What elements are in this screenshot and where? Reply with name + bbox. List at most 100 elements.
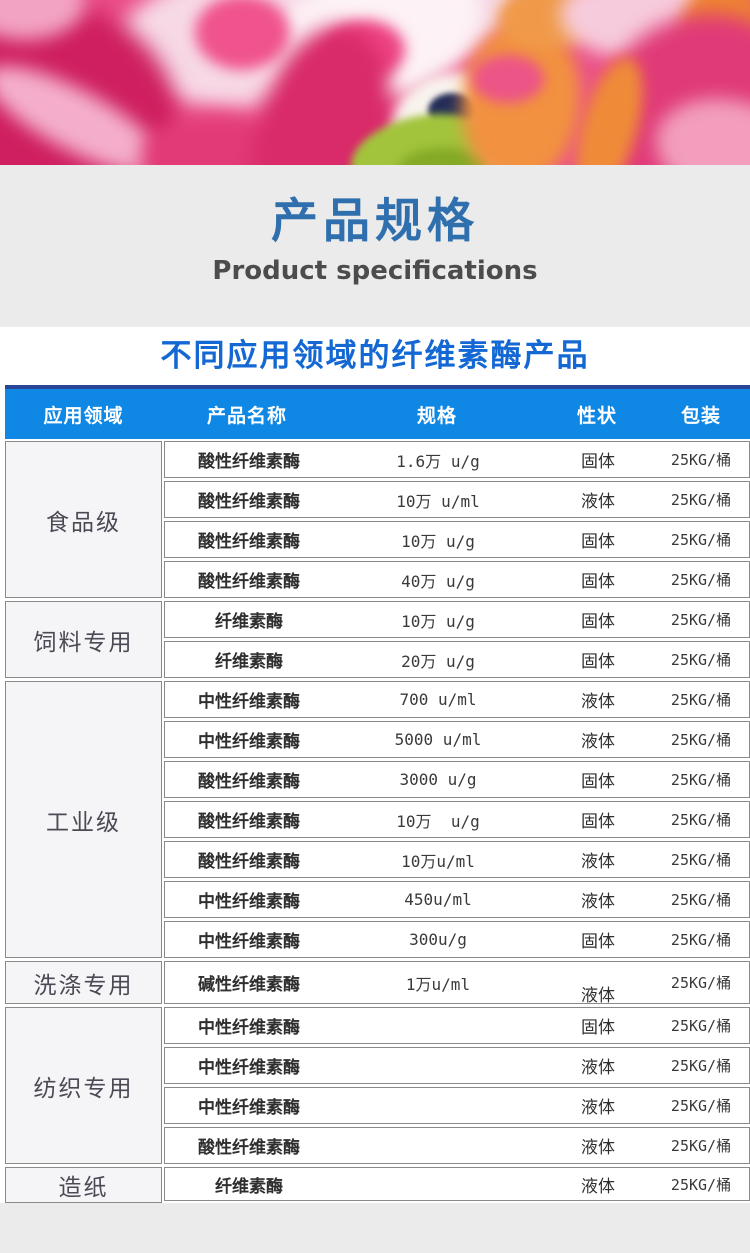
- product-name-cell: 酸性纤维素酶: [198, 532, 300, 553]
- fabric-fold-shape: [195, 0, 290, 70]
- product-name-cell: 酸性纤维素酶: [198, 572, 300, 593]
- spec-card: 不同应用领域的纤维素酶产品 应用领域 产品名称 规格 性状 包装 食品级 酸性纤…: [0, 327, 750, 1204]
- spec-cell: 5000 u/ml: [394, 730, 482, 750]
- table-body: 食品级 酸性纤维素酶 1.6万 u/g 固体 25KG/桶 酸性纤维素酶 10万…: [5, 439, 750, 1204]
- fabric-fold-shape: [398, 148, 493, 165]
- product-name-cell: 酸性纤维素酶: [198, 452, 300, 473]
- group-section-paper: 造纸 纤维素酶 液体 25KG/桶: [5, 1167, 750, 1204]
- product-name-cell: 中性纤维素酶: [198, 1058, 300, 1079]
- pack-cell: 25KG/桶: [670, 611, 732, 630]
- form-cell: 液体: [581, 1138, 615, 1159]
- header-cell-application: 应用领域: [43, 404, 124, 427]
- page-subtitle: Product specifications: [212, 256, 538, 287]
- group-label: 纺织专用: [5, 1007, 162, 1165]
- spec-cell: 1万u/ml: [405, 974, 471, 994]
- product-name-cell: 中性纤维素酶: [198, 932, 300, 953]
- product-name-cell: 中性纤维素酶: [198, 1098, 300, 1119]
- table-row: 中性纤维素酶 450u/ml 液体 25KG/桶: [164, 881, 750, 919]
- spec-cell: 10万 u/ml: [396, 491, 480, 511]
- pack-cell: 25KG/桶: [670, 1017, 732, 1036]
- group-label: 饲料专用: [5, 601, 162, 679]
- pack-cell: 25KG/桶: [670, 1097, 732, 1116]
- spec-cell: 450u/ml: [404, 890, 472, 910]
- product-name-cell: 碱性纤维素酶: [198, 975, 300, 996]
- table-row: 酸性纤维素酶 3000 u/g 固体 25KG/桶: [164, 761, 750, 799]
- table-row: 纤维素酶 20万 u/g 固体 25KG/桶: [164, 641, 750, 679]
- form-cell: 液体: [581, 1058, 615, 1079]
- pack-cell: 25KG/桶: [670, 1175, 732, 1194]
- pack-cell: 25KG/桶: [670, 1057, 732, 1076]
- table-row: 中性纤维素酶 5000 u/ml 液体 25KG/桶: [164, 721, 750, 759]
- form-cell: 固体: [581, 772, 615, 793]
- form-cell: 固体: [581, 532, 615, 553]
- pack-cell: 25KG/桶: [670, 891, 732, 910]
- form-cell: 液体: [581, 892, 615, 913]
- table-row: 酸性纤维素酶 10万 u/g 固体 25KG/桶: [164, 521, 750, 559]
- spec-cell: 1.6万 u/g: [396, 451, 480, 471]
- table-row: 酸性纤维素酶 40万 u/g 固体 25KG/桶: [164, 561, 750, 599]
- page-title: 产品规格: [271, 194, 479, 249]
- form-cell: 固体: [581, 572, 615, 593]
- product-name-cell: 中性纤维素酶: [198, 692, 300, 713]
- table-row: 中性纤维素酶 固体 25KG/桶: [164, 1007, 750, 1045]
- spec-cell: 300u/g: [409, 930, 467, 950]
- table-row: 酸性纤维素酶 10万u/ml 液体 25KG/桶: [164, 841, 750, 879]
- form-cell: 液体: [581, 492, 615, 513]
- form-cell: 固体: [581, 812, 615, 833]
- table-row: 酸性纤维素酶 10万 u/g 固体 25KG/桶: [164, 801, 750, 839]
- product-name-cell: 纤维素酶: [215, 652, 283, 673]
- pack-cell: 25KG/桶: [670, 531, 732, 550]
- group-label: 造纸: [5, 1167, 162, 1204]
- form-cell: 液体: [581, 1098, 615, 1119]
- spec-cell: 20万 u/g: [401, 651, 475, 671]
- pack-cell: 25KG/桶: [670, 851, 732, 870]
- spec-cell: 3000 u/g: [399, 770, 477, 790]
- table-row: 中性纤维素酶 700 u/ml 液体 25KG/桶: [164, 681, 750, 719]
- pack-cell: 25KG/桶: [670, 491, 732, 510]
- group-label: 工业级: [5, 681, 162, 959]
- table-row: 中性纤维素酶 液体 25KG/桶: [164, 1047, 750, 1085]
- form-cell: 固体: [581, 1018, 615, 1039]
- pack-cell: 25KG/桶: [670, 731, 732, 750]
- header-cell-pack: 包装: [680, 404, 721, 427]
- spec-cell: 10万u/ml: [401, 851, 475, 871]
- table-row: 中性纤维素酶 300u/g 固体 25KG/桶: [164, 921, 750, 959]
- product-name-cell: 中性纤维素酶: [198, 732, 300, 753]
- pack-cell: 25KG/桶: [670, 931, 732, 950]
- product-name-cell: 纤维素酶: [215, 612, 283, 633]
- table-row: 碱性纤维素酶 1万u/ml 液体 25KG/桶: [164, 961, 750, 1006]
- header-cell-form: 性状: [576, 404, 617, 427]
- group-section-textile: 纺织专用 中性纤维素酶 固体 25KG/桶 中性纤维素酶 液体 25KG/桶 中…: [5, 1007, 750, 1165]
- group-section-washing: 洗涤专用 碱性纤维素酶 1万u/ml 液体 25KG/桶: [5, 961, 750, 1006]
- form-cell: 固体: [581, 652, 615, 673]
- spec-cell: 10万 u/g: [401, 611, 475, 631]
- pack-cell: 25KG/桶: [670, 1137, 732, 1156]
- table-row: 纤维素酶 10万 u/g 固体 25KG/桶: [164, 601, 750, 639]
- form-cell: 固体: [581, 612, 615, 633]
- table-row: 中性纤维素酶 液体 25KG/桶: [164, 1087, 750, 1125]
- title-block: 产品规格 Product specifications: [0, 165, 750, 327]
- product-name-cell: 中性纤维素酶: [198, 892, 300, 913]
- pack-cell: 25KG/桶: [670, 451, 732, 470]
- pack-cell: 25KG/桶: [670, 651, 732, 670]
- form-cell: 液体: [581, 852, 615, 873]
- form-cell: 液体: [581, 732, 615, 753]
- spec-cell: 10万 u/g: [396, 811, 480, 831]
- table-header-row: 应用领域 产品名称 规格 性状 包装: [5, 385, 750, 440]
- product-name-cell: 酸性纤维素酶: [198, 852, 300, 873]
- group-label: 食品级: [5, 441, 162, 599]
- group-label: 洗涤专用: [5, 961, 162, 1005]
- fabric-fold-shape: [472, 55, 544, 103]
- form-cell: 固体: [581, 452, 615, 473]
- form-cell: 液体: [581, 1176, 615, 1197]
- product-name-cell: 纤维素酶: [215, 1176, 283, 1197]
- table-row: 酸性纤维素酶 10万 u/ml 液体 25KG/桶: [164, 481, 750, 519]
- product-name-cell: 酸性纤维素酶: [198, 812, 300, 833]
- header-cell-spec: 规格: [416, 404, 457, 427]
- product-name-cell: 酸性纤维素酶: [198, 1138, 300, 1159]
- spec-cell: 700 u/ml: [399, 690, 477, 710]
- fabric-hero-image: [0, 0, 750, 165]
- spec-cell: 10万 u/g: [401, 531, 475, 551]
- table-row: 纤维素酶 液体 25KG/桶: [164, 1167, 750, 1202]
- table-row: 酸性纤维素酶 液体 25KG/桶: [164, 1127, 750, 1165]
